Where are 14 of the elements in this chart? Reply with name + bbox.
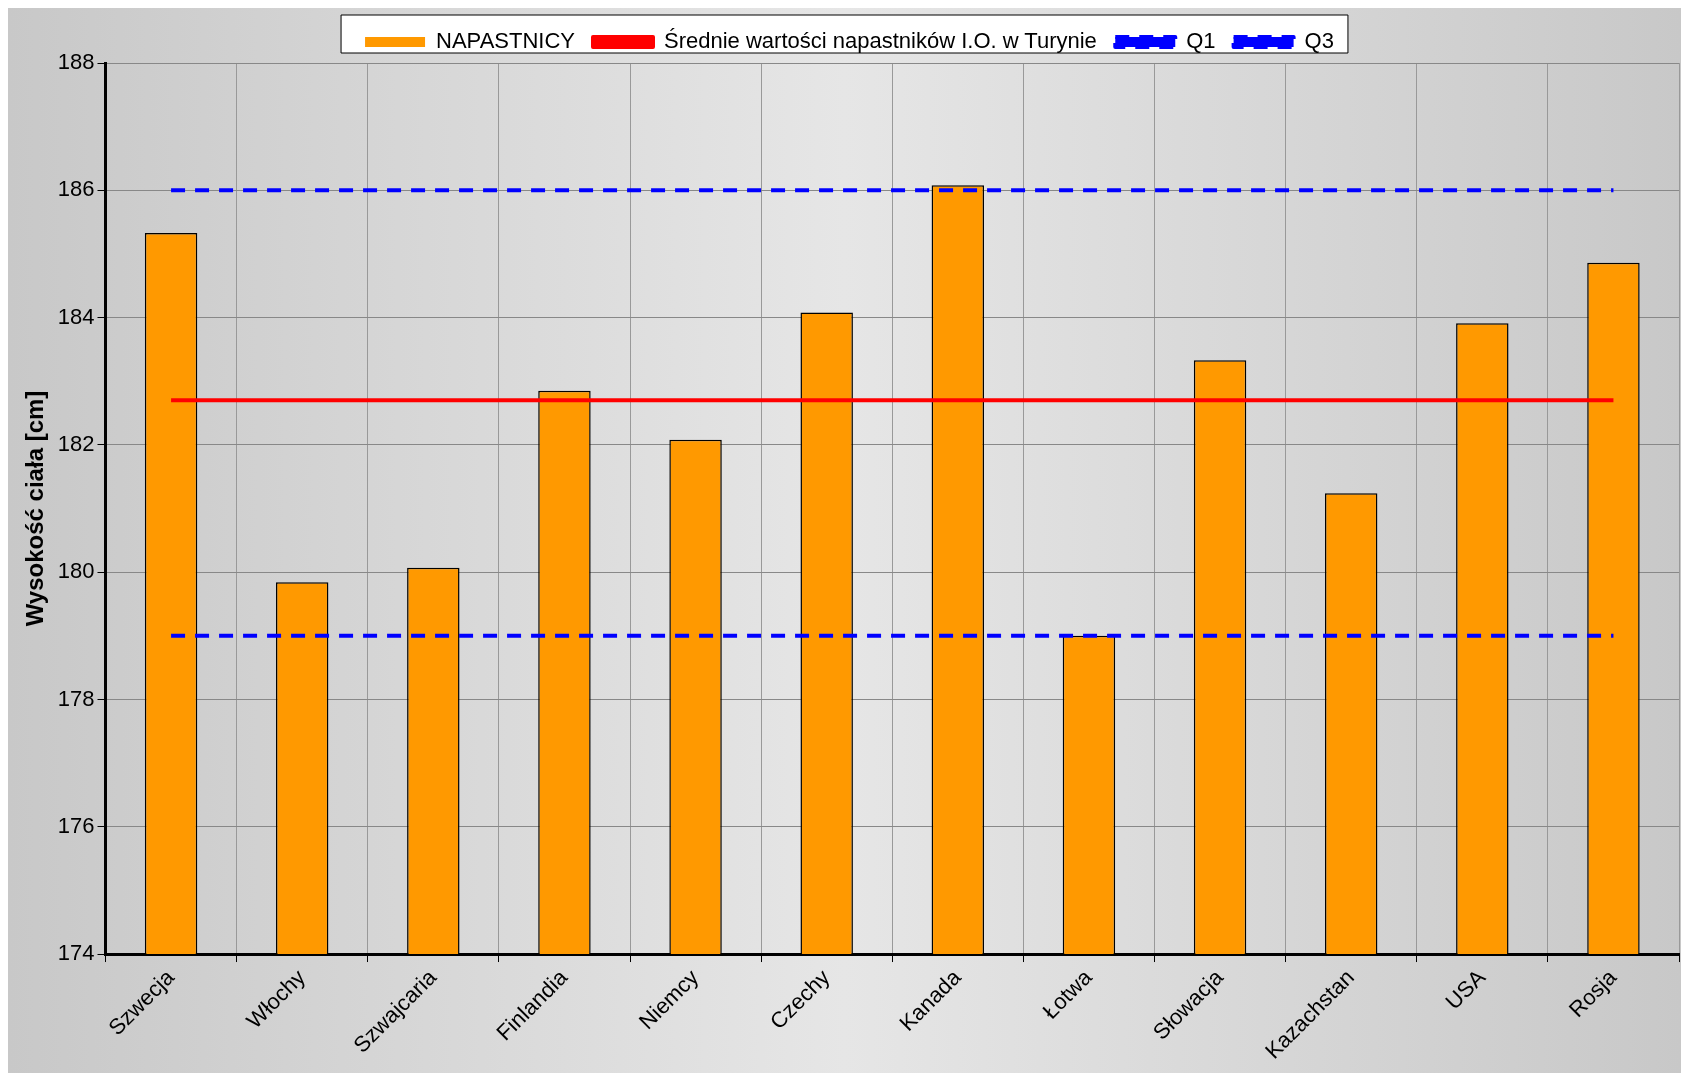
legend-label: Q3 [1304, 28, 1334, 54]
y-tick-label: 186 [57, 176, 95, 202]
y-tick-label: 176 [57, 812, 95, 838]
legend-label: Średnie wartości napastników I.O. w Turynie [664, 28, 1097, 54]
legend-label: NAPASTNICY [436, 28, 576, 54]
x-tick-label: USA [1440, 964, 1491, 1015]
y-tick-label: 180 [57, 558, 95, 584]
y-tick-label: 182 [57, 430, 95, 456]
y-tick-label: 178 [57, 685, 95, 711]
y-tick-label: 188 [57, 49, 95, 75]
y-tick-label: 184 [57, 303, 95, 329]
y-axis-title: Wysokość ciała [cm] [21, 390, 49, 627]
legend-label: Q1 [1186, 28, 1216, 54]
y-tick-label: 174 [57, 940, 95, 966]
